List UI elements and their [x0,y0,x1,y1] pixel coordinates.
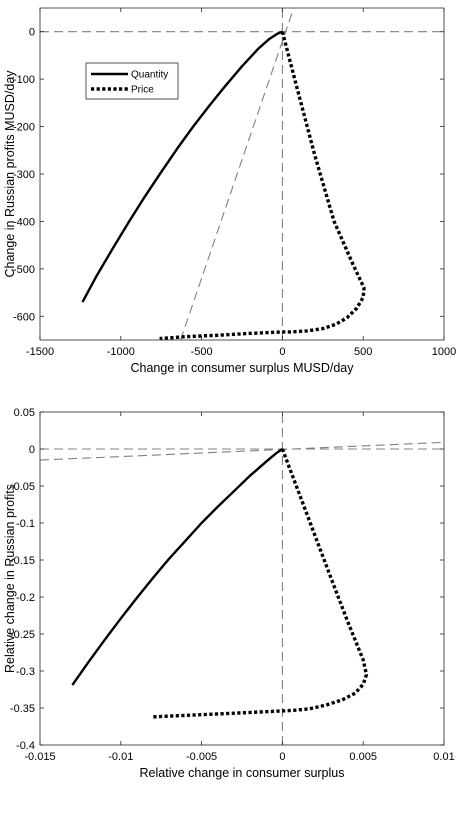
series-group [81,30,366,340]
legend-label-price: Price [131,85,154,96]
series-group [71,448,369,719]
chart-panel-1: -1500 -1000 -500 0 500 1000-600-500-400-300-2… [3,7,456,375]
y-tick-label: -0.3 [16,666,35,678]
x-tick-label: -0.005 [186,751,217,763]
y-tick-label: -0.1 [16,518,35,530]
y-tick-label: -400 [13,216,35,228]
legend-box [85,62,179,100]
y-tick-label: 0 [29,27,35,39]
y-tick-label: -0.15 [10,555,35,567]
series-line-price [159,31,366,340]
x-tick-label: -0.015 [24,751,55,763]
x-tick-label: -0.01 [108,751,133,763]
y-tick-label: 0 [29,444,35,456]
y-tick-label: -0.4 [16,740,35,752]
axes-box [39,411,445,746]
x-axis-label: Change in consumer surplus MUSD/day [130,361,354,375]
reference-line-3 [180,8,295,340]
y-tick-label: -100 [13,74,35,86]
y-tick-label: 0.05 [14,407,35,419]
y-tick-label: -200 [13,122,35,134]
series-line-quantity [81,30,283,303]
y-tick-label: -0.25 [10,629,35,641]
reference-lines [40,412,444,745]
y-axis-label: Change in Russian profits MUSD/day [3,70,17,278]
x-tick-label: 0.005 [349,751,377,763]
x-tick-label: -500 [191,346,213,358]
x-tick-label: 1000 [432,346,456,358]
x-tick-label: 0.01 [433,751,454,763]
chart-panel-2: -0.015 -0.01 -0.005 0 0.005 0.01 -0.4 -0.35 -0.3… [3,407,455,780]
x-tick-label: 500 [354,346,372,358]
x-tick-label: 0 [279,751,285,763]
reference-line-3 [40,441,444,461]
reference-lines [40,8,444,340]
y-tick-label: -0.2 [16,592,35,604]
y-tick-label: -600 [13,311,35,323]
axes-box [39,7,445,341]
y-axis-label: Relative change in Russian profits [3,484,17,673]
x-tick-label: -1500 [26,346,54,358]
series-line-quantity [71,448,284,686]
series-line-price [153,448,369,719]
y-tick-label: -0.35 [10,703,35,715]
y-tick-label: -300 [13,169,35,181]
x-tick-label: -1000 [107,346,135,358]
y-tick-label: -0.05 [10,481,35,493]
legend: Quantity Price [85,62,179,100]
legend-label-quantity: Quantity [131,70,168,81]
x-axis-label: Relative change in consumer surplus [140,766,345,780]
y-tick-label: -500 [13,264,35,276]
x-tick-label: 0 [279,346,285,358]
